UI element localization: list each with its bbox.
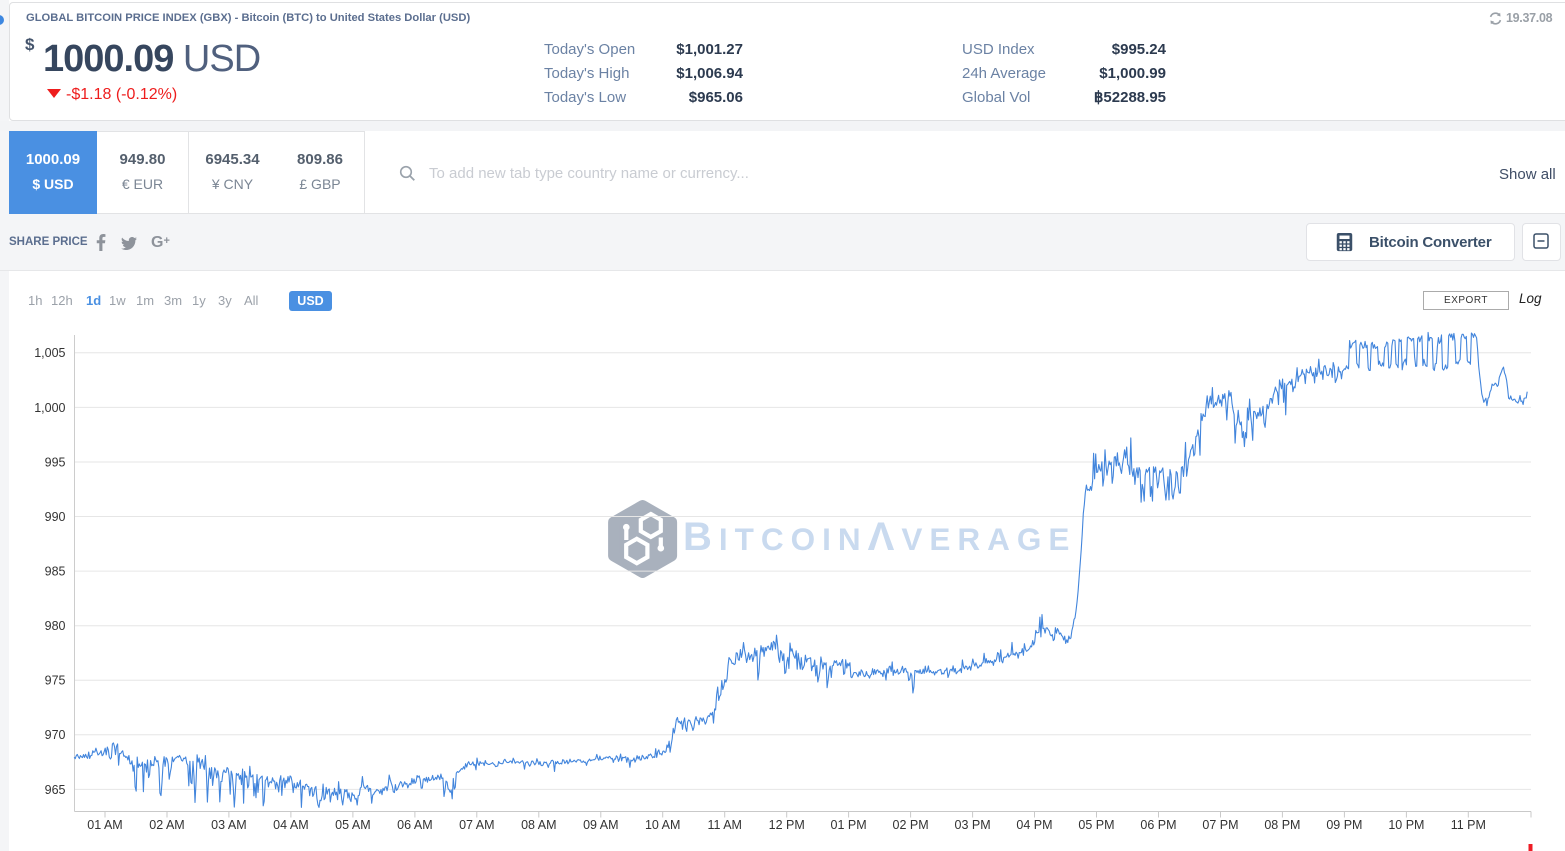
svg-text:09 PM: 09 PM xyxy=(1326,818,1362,832)
svg-text:05 AM: 05 AM xyxy=(335,818,370,832)
svg-text:06 PM: 06 PM xyxy=(1140,818,1176,832)
svg-text:990: 990 xyxy=(45,510,66,524)
svg-text:08 PM: 08 PM xyxy=(1264,818,1300,832)
svg-text:11 PM: 11 PM xyxy=(1451,818,1486,832)
svg-text:BITCOINΛVERAGE: BITCOINΛVERAGE xyxy=(683,515,1076,559)
svg-text:11 AM: 11 AM xyxy=(707,818,742,832)
svg-text:02 PM: 02 PM xyxy=(893,818,929,832)
svg-text:995: 995 xyxy=(45,455,66,469)
svg-text:04 PM: 04 PM xyxy=(1016,818,1052,832)
svg-text:02 AM: 02 AM xyxy=(149,818,184,832)
svg-text:10 PM: 10 PM xyxy=(1388,818,1424,832)
svg-text:03 PM: 03 PM xyxy=(955,818,991,832)
svg-text:07 PM: 07 PM xyxy=(1202,818,1238,832)
svg-text:1,000: 1,000 xyxy=(34,401,65,415)
svg-text:975: 975 xyxy=(45,674,66,688)
svg-text:965: 965 xyxy=(45,783,66,797)
svg-text:1,005: 1,005 xyxy=(34,346,65,360)
svg-text:12 PM: 12 PM xyxy=(769,818,805,832)
svg-text:08 AM: 08 AM xyxy=(521,818,556,832)
svg-text:03 AM: 03 AM xyxy=(211,818,246,832)
svg-text:970: 970 xyxy=(45,728,66,742)
svg-text:01 PM: 01 PM xyxy=(831,818,867,832)
svg-text:07 AM: 07 AM xyxy=(459,818,494,832)
svg-text:09 AM: 09 AM xyxy=(583,818,618,832)
svg-text:06 AM: 06 AM xyxy=(397,818,432,832)
svg-text:985: 985 xyxy=(45,565,66,579)
svg-text:04 AM: 04 AM xyxy=(273,818,308,832)
svg-text:980: 980 xyxy=(45,619,66,633)
svg-text:05 PM: 05 PM xyxy=(1078,818,1114,832)
svg-text:10 AM: 10 AM xyxy=(645,818,680,832)
svg-text:01 AM: 01 AM xyxy=(87,818,122,832)
